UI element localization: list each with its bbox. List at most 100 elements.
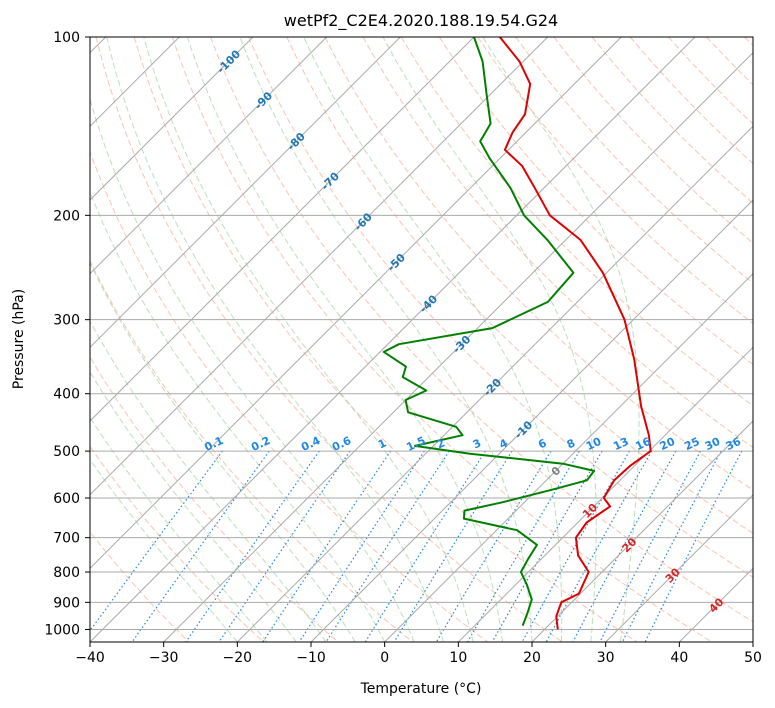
chart-title: wetPf2_C2E4.2020.188.19.54.G24 bbox=[284, 11, 558, 31]
isotherm-line bbox=[310, 199, 753, 642]
mixing-ratio-line bbox=[131, 450, 270, 642]
dry-adiabat bbox=[400, 37, 753, 407]
dry-adiabat bbox=[362, 37, 753, 449]
y-tick-label: 1000 bbox=[44, 622, 80, 638]
isotherm-line bbox=[384, 272, 753, 642]
mixing-ratio-label: 36 bbox=[724, 435, 744, 453]
x-tick-label: 50 bbox=[744, 650, 762, 666]
mixing-ratio-line bbox=[325, 450, 450, 642]
background-lines bbox=[90, 37, 753, 642]
isotherm-line bbox=[163, 51, 753, 642]
x-tick-label: −10 bbox=[296, 650, 326, 666]
mixing-ratio-line bbox=[545, 450, 653, 642]
mixing-ratio-label: 25 bbox=[682, 435, 701, 453]
mixing-ratio-label: 6 bbox=[536, 436, 549, 451]
isotherm-line bbox=[457, 346, 753, 642]
dry-adiabat bbox=[324, 37, 753, 491]
isotherm-line bbox=[90, 37, 549, 496]
dewpoint-profile bbox=[382, 37, 596, 626]
mixing-ratio-label: 1 bbox=[376, 436, 388, 451]
y-tick-label: 700 bbox=[53, 531, 80, 547]
mixing-ratio-label: 8 bbox=[565, 436, 577, 451]
mixing-ratio-line bbox=[491, 450, 603, 642]
dry-adiabat bbox=[668, 37, 753, 125]
mixing-ratio-line bbox=[572, 450, 677, 642]
y-tick-label: 900 bbox=[53, 595, 80, 611]
dry-adiabat bbox=[90, 356, 339, 642]
moist-adiabat bbox=[90, 261, 356, 642]
mixing-ratio-label: 20 bbox=[658, 435, 678, 453]
y-tick-label: 800 bbox=[53, 565, 80, 581]
y-tick-label: 400 bbox=[53, 387, 80, 403]
moist-adiabat bbox=[90, 370, 297, 642]
dry-adiabat bbox=[95, 37, 563, 642]
mixing-ratio-label: 13 bbox=[611, 435, 630, 453]
y-tick-label: 200 bbox=[53, 208, 80, 224]
dry-adiabat bbox=[515, 37, 753, 284]
y-tick-label: 300 bbox=[53, 313, 80, 329]
dry-adiabat bbox=[133, 37, 638, 642]
dry-adiabat bbox=[591, 37, 753, 204]
isotherm-line bbox=[90, 37, 328, 275]
x-tick-label: 40 bbox=[670, 650, 688, 666]
dry-adiabat bbox=[286, 37, 753, 534]
moist-adiabat bbox=[106, 37, 445, 642]
mixing-ratio-line bbox=[621, 450, 722, 642]
moist-adiabat bbox=[239, 37, 533, 642]
isotherm-line bbox=[605, 493, 753, 642]
isotherm-line bbox=[90, 37, 696, 642]
pressure-grid bbox=[90, 37, 753, 642]
x-tick-label: 30 bbox=[597, 650, 615, 666]
dry-adiabat bbox=[744, 37, 753, 47]
isotherm-line bbox=[236, 125, 753, 642]
mixing-ratio-line bbox=[185, 450, 320, 642]
dry-adiabat bbox=[90, 445, 264, 642]
y-tick-label: 100 bbox=[53, 30, 80, 46]
y-axis-label: Pressure (hPa) bbox=[11, 289, 27, 389]
mixing-ratio-line bbox=[298, 450, 425, 642]
plot-frame bbox=[89, 36, 754, 643]
x-tick-label: −40 bbox=[75, 650, 105, 666]
isotherm-line bbox=[752, 641, 753, 642]
dry-adiabat bbox=[706, 37, 753, 86]
isotherm-line bbox=[90, 37, 475, 422]
isotherm-label: -90 bbox=[252, 89, 275, 112]
dry-adiabat bbox=[90, 150, 488, 642]
dry-adiabat bbox=[90, 259, 414, 642]
mixing-ratio-line bbox=[466, 450, 580, 642]
x-tick-label: −30 bbox=[149, 650, 179, 666]
isotherm-label: -80 bbox=[285, 130, 308, 153]
profile-lines bbox=[382, 37, 652, 630]
y-tick-label: 600 bbox=[53, 491, 80, 507]
isotherm-line bbox=[90, 37, 254, 201]
mixing-ratio-label: 30 bbox=[703, 435, 723, 453]
mixing-ratio-line bbox=[218, 450, 351, 642]
y-tick-label: 500 bbox=[53, 444, 80, 460]
mixing-ratio-line bbox=[90, 450, 223, 632]
x-tick-label: 10 bbox=[449, 650, 467, 666]
mixing-ratio-label: 3 bbox=[471, 436, 483, 451]
moist-adiabat bbox=[143, 37, 474, 642]
y-axis: 100 200 300 400 500 600 700 800 900 1000 bbox=[44, 30, 90, 638]
x-axis-label: Temperature (°C) bbox=[360, 681, 482, 697]
moist-adiabat bbox=[90, 416, 268, 642]
isotherm-line bbox=[90, 37, 622, 570]
mixing-ratio-label: 16 bbox=[633, 435, 653, 453]
x-tick-label: 20 bbox=[523, 650, 541, 666]
temperature-profile bbox=[499, 37, 652, 630]
moist-adiabat bbox=[90, 190, 386, 642]
moist-adiabat bbox=[303, 37, 563, 642]
isotherm-label: -100 bbox=[215, 47, 244, 76]
isotherm-line bbox=[678, 567, 753, 642]
mixing-ratio-label: 10 bbox=[584, 435, 604, 453]
mixing-ratio-line bbox=[435, 450, 552, 642]
isotherm-line bbox=[531, 420, 753, 642]
moist-adiabat bbox=[382, 37, 597, 642]
dry-adiabat bbox=[248, 37, 753, 578]
mixing-ratio-line bbox=[262, 450, 392, 642]
x-tick-label: 0 bbox=[380, 650, 389, 666]
moist-adiabat bbox=[90, 458, 238, 642]
dry-adiabat bbox=[553, 37, 753, 244]
mixing-ratio-line bbox=[599, 450, 702, 642]
